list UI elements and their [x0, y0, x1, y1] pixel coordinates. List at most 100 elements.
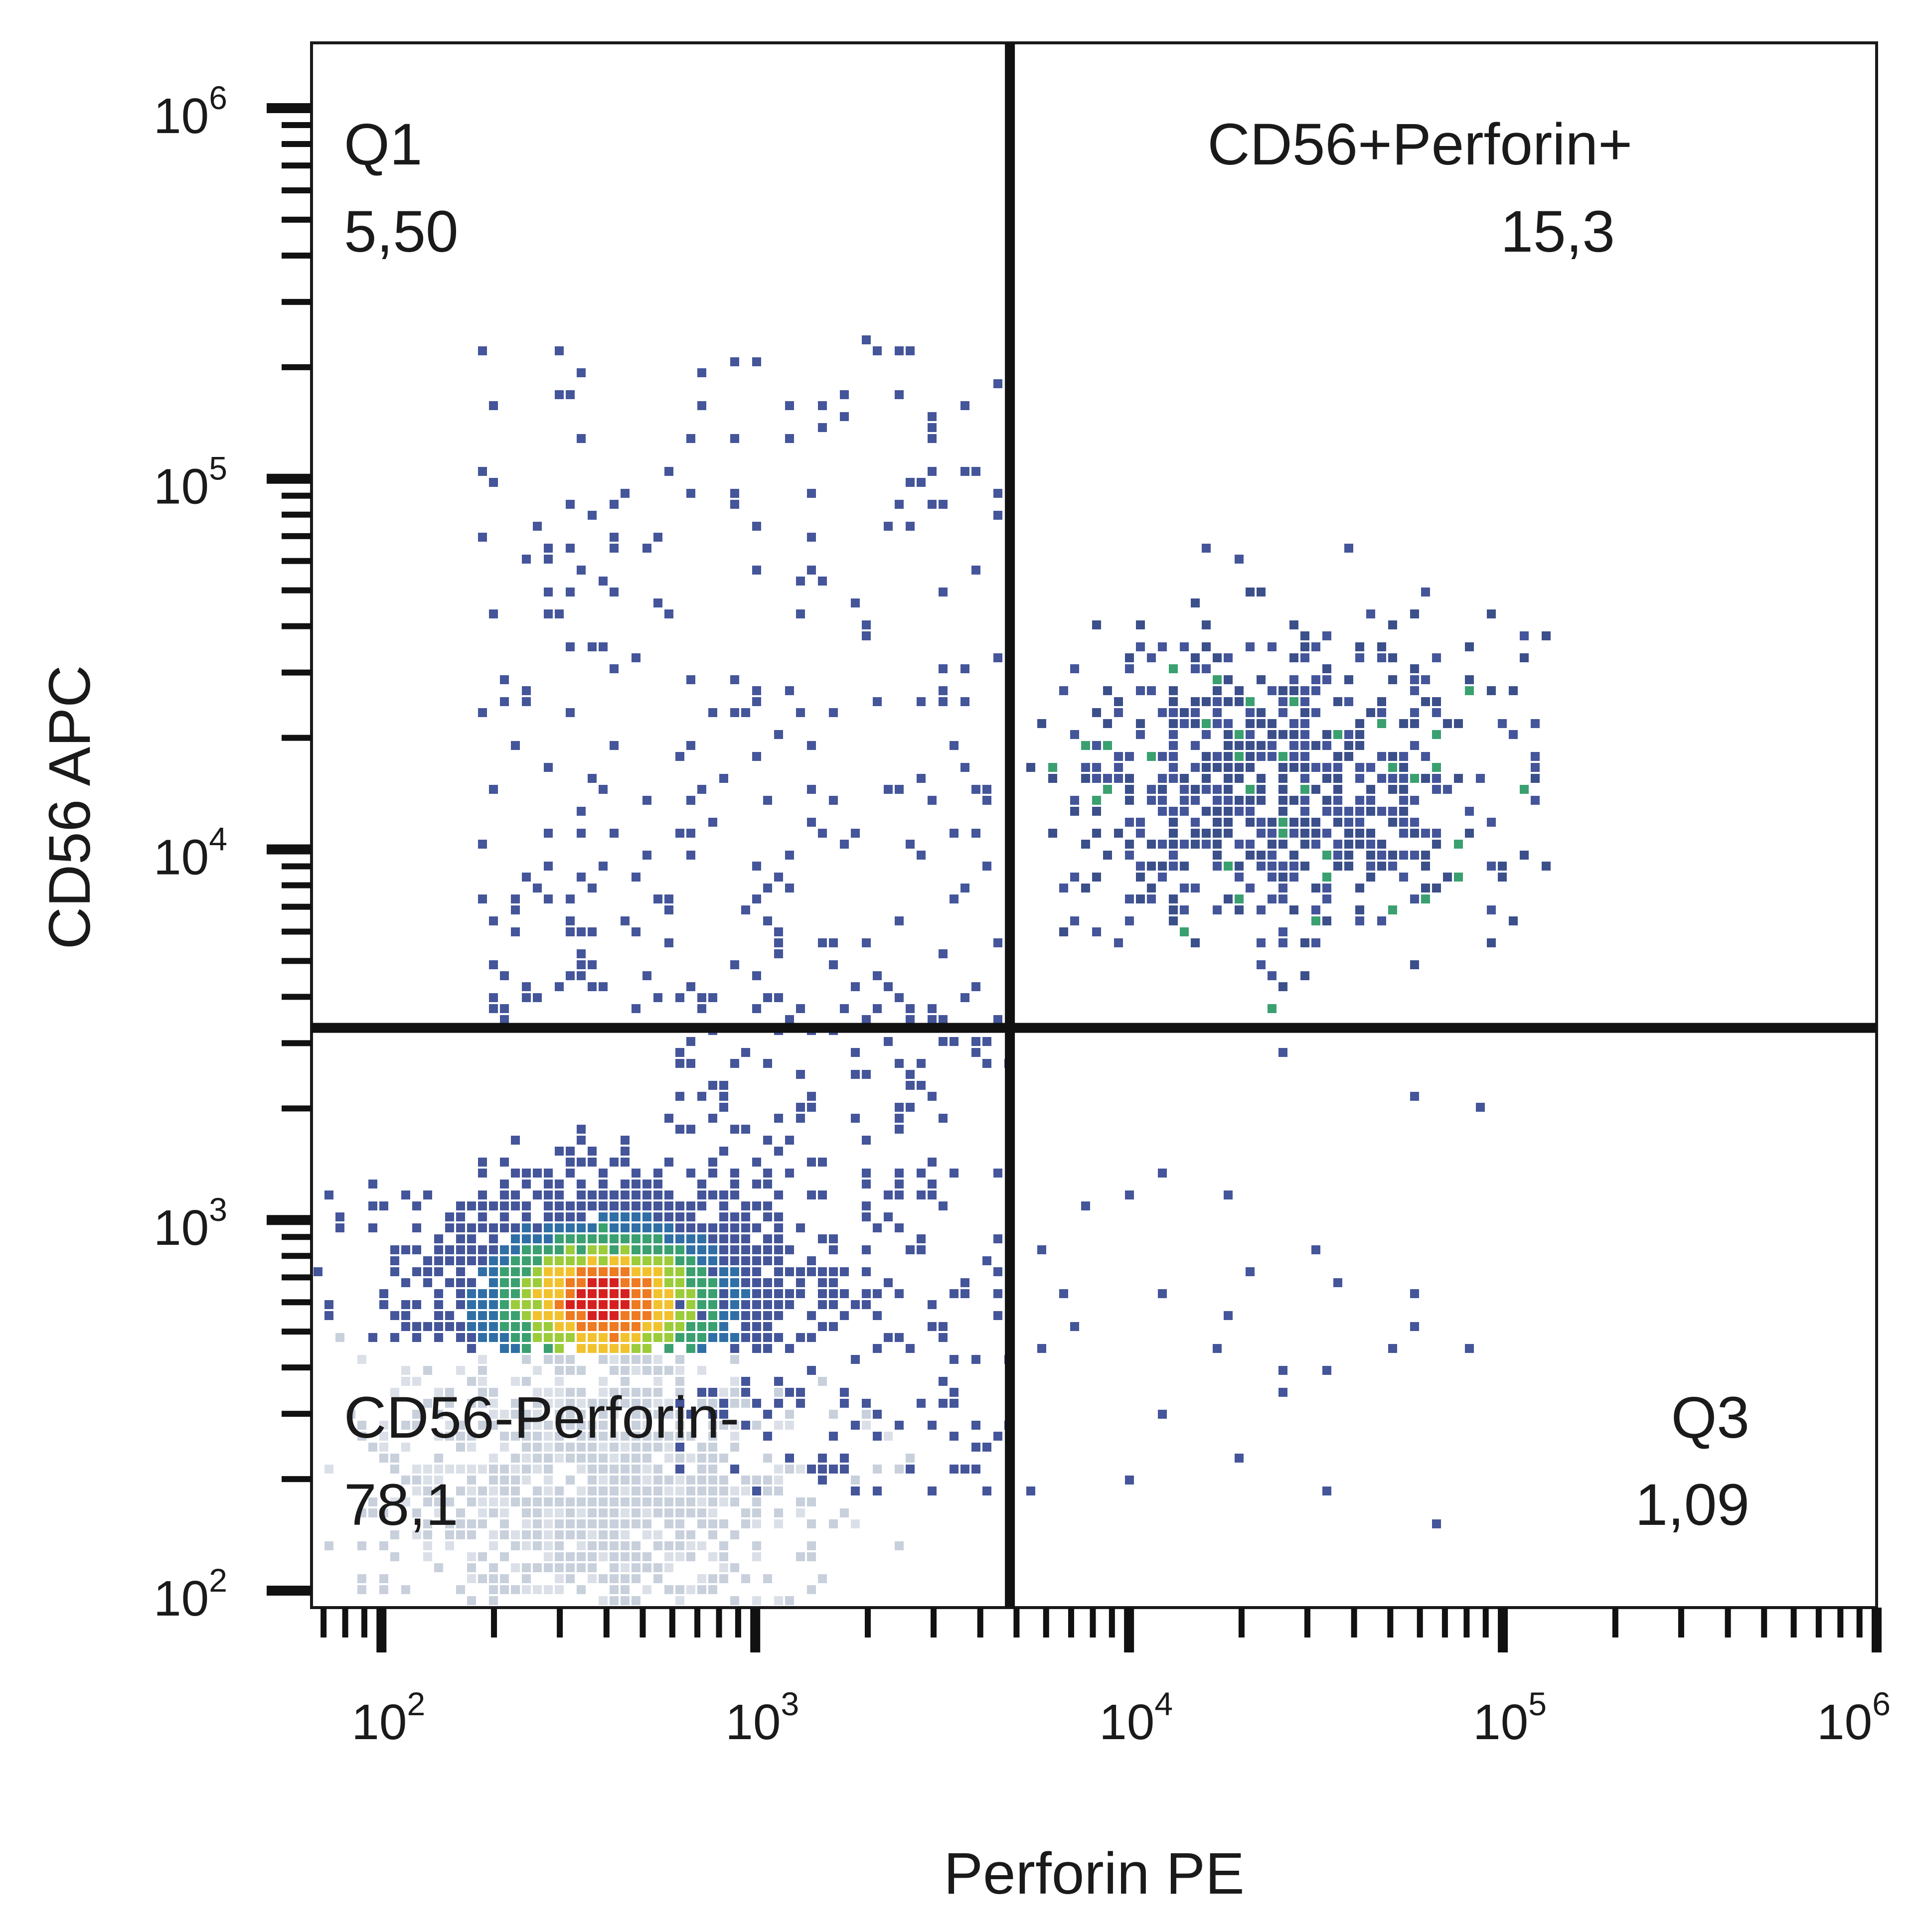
event-dot [807, 1519, 816, 1528]
event-dot [1377, 840, 1386, 849]
event-dot [1278, 927, 1287, 936]
event-dot [642, 544, 651, 553]
event-dot [577, 873, 586, 882]
event-dot [664, 1497, 673, 1506]
event-dot [632, 1355, 640, 1364]
x-tick-label: 102 [351, 1685, 425, 1750]
event-dot [412, 1476, 421, 1485]
event-dot [686, 982, 695, 991]
event-dot [610, 1519, 619, 1528]
event-dot [632, 1366, 640, 1375]
event-dot [928, 467, 937, 476]
event-dot [610, 1443, 619, 1452]
event-dot [1432, 884, 1441, 892]
event-dot [653, 1190, 662, 1199]
event-dot [544, 1278, 553, 1287]
event-dot [489, 1541, 498, 1550]
event-dot [1158, 1169, 1167, 1178]
event-dot [1410, 1092, 1419, 1101]
event-dot [1169, 894, 1178, 903]
event-dot [862, 620, 871, 629]
event-dot [379, 1421, 388, 1430]
event-dot [1268, 873, 1276, 882]
event-dot [1158, 752, 1167, 761]
event-dot [1410, 686, 1419, 695]
event-dot [544, 1508, 553, 1517]
event-dot [785, 1465, 794, 1474]
event-dot [697, 1234, 706, 1243]
event-dot [1311, 763, 1320, 772]
event-dot [939, 1399, 948, 1408]
event-dot [675, 1245, 684, 1254]
event-dot [434, 1497, 443, 1506]
event-dot [752, 1596, 761, 1605]
event-dot [1300, 708, 1309, 717]
event-dot [412, 1267, 421, 1276]
event-dot [1531, 774, 1540, 783]
event-dot [1421, 588, 1430, 596]
event-dot [478, 533, 487, 542]
event-dot [1169, 916, 1178, 925]
event-dot [390, 1497, 399, 1506]
event-dot [489, 1421, 498, 1430]
event-dot [719, 1454, 728, 1463]
event-dot [489, 1201, 498, 1210]
event-dot [599, 1552, 608, 1561]
event-dot [1202, 642, 1211, 651]
event-dot [544, 1234, 553, 1243]
event-dot [511, 1465, 520, 1474]
event-dot [1158, 1289, 1167, 1298]
event-dot [653, 598, 662, 607]
event-dot [1377, 708, 1386, 717]
event-dot [1410, 664, 1419, 673]
event-dot [763, 1300, 772, 1309]
event-dot [730, 489, 739, 498]
event-dot [632, 1212, 640, 1221]
event-dot [960, 401, 969, 410]
event-dot [686, 1059, 695, 1068]
event-dot [653, 1278, 662, 1287]
event-dot [599, 1322, 608, 1331]
event-dot [1289, 752, 1298, 761]
event-dot [412, 1530, 421, 1539]
event-dot [928, 1190, 937, 1199]
event-dot [632, 1443, 640, 1452]
event-dot [555, 1519, 564, 1528]
event-dot [752, 697, 761, 706]
event-dot [642, 1245, 651, 1254]
event-dot [577, 1333, 586, 1342]
event-dot [489, 1300, 498, 1309]
event-dot [1278, 1048, 1287, 1057]
event-dot [697, 1311, 706, 1320]
event-dot [1213, 653, 1222, 662]
event-dot [730, 357, 739, 366]
event-dot [1333, 796, 1342, 805]
event-dot [719, 774, 728, 783]
event-dot [1147, 686, 1156, 695]
event-dot [653, 1333, 662, 1342]
event-dot [1289, 905, 1298, 914]
event-dot [807, 741, 816, 750]
event-dot [621, 1322, 630, 1331]
event-dot [544, 1245, 553, 1254]
event-dot [993, 1015, 1002, 1024]
event-dot [522, 1322, 531, 1331]
event-dot [1399, 873, 1408, 882]
event-dot [555, 1223, 564, 1232]
event-dot [686, 1234, 695, 1243]
event-dot [807, 566, 816, 575]
event-dot [818, 401, 827, 410]
event-dot [993, 1234, 1002, 1243]
event-dot [1278, 829, 1287, 838]
event-dot [1180, 927, 1189, 936]
event-dot [807, 489, 816, 498]
event-dot [599, 1256, 608, 1265]
event-dot [686, 1278, 695, 1287]
event-dot [610, 1267, 619, 1276]
event-dot [500, 1212, 509, 1221]
event-dot [456, 1223, 465, 1232]
event-dot [752, 522, 761, 531]
event-dot [1366, 807, 1375, 816]
event-dot [555, 1245, 564, 1254]
event-dot [1278, 982, 1287, 991]
